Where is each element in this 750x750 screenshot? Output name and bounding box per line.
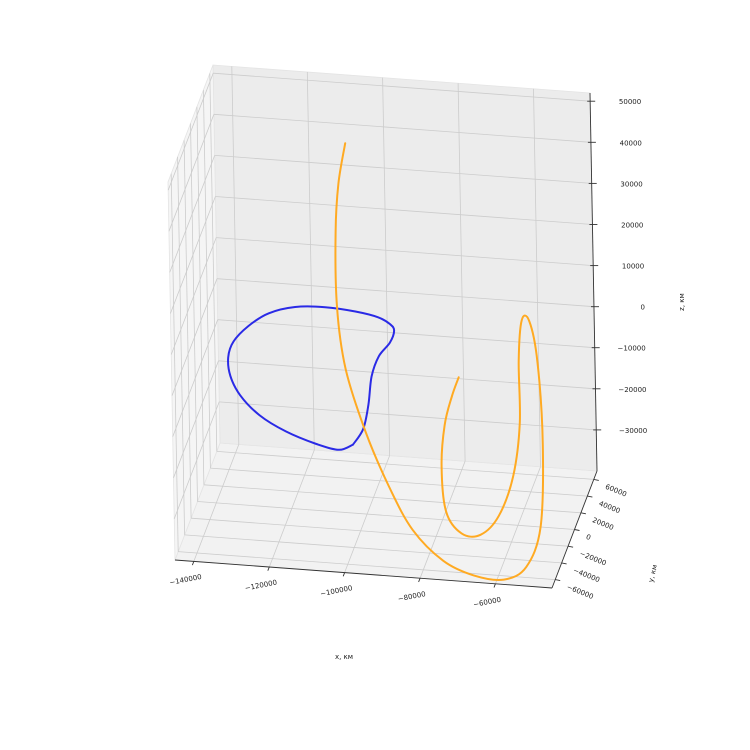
y-grid-line-floor [191, 517, 569, 547]
z-grid-line-back [216, 278, 595, 308]
y-grid-line-floor [178, 551, 556, 580]
z-tick-label: −20000 [618, 386, 646, 394]
z-grid-line-left [170, 237, 217, 355]
z-tick-label: −30000 [619, 427, 647, 435]
y-tick-label: 60000 [604, 483, 628, 499]
y-tick-mark [574, 529, 580, 531]
z-tick-label: 30000 [620, 180, 642, 188]
y-grid-line-left [190, 123, 198, 502]
x-tick-label: −140000 [169, 573, 203, 587]
z-grid-line-left [169, 155, 216, 273]
y-tick-label: 20000 [591, 516, 615, 532]
z-grid-line-left [168, 114, 215, 232]
z-grid-line-left [173, 360, 219, 478]
z-tick-label: 40000 [620, 139, 642, 147]
x-tick-label: −100000 [320, 584, 354, 598]
z-grid-line-back [217, 319, 595, 349]
z-tick-label: 0 [641, 304, 645, 312]
y-tick-label: 0 [585, 533, 592, 542]
x-axis-title: x, км [335, 653, 353, 661]
y-tick-label: −40000 [572, 566, 601, 584]
y-grid-line-floor [184, 534, 562, 564]
x-tick-mark [418, 578, 421, 583]
y-grid-line-floor [210, 467, 588, 497]
z-grid-line-back [214, 155, 592, 184]
grid-lines [167, 66, 597, 584]
y-grid-line-left [196, 106, 205, 485]
z-grid-line-left [167, 73, 214, 191]
z-grid-line-back [216, 237, 594, 266]
y-tick-label: −60000 [565, 583, 594, 601]
z-grid-line-back [213, 113, 591, 143]
y-grid-line-floor [216, 451, 594, 480]
x-tick-mark [493, 583, 496, 588]
y-grid-line-left [209, 73, 218, 452]
x-tick-mark [267, 566, 270, 571]
x-grid-line-back [231, 66, 240, 445]
y-tick-label: 40000 [598, 500, 622, 516]
x-tick-label: −120000 [244, 579, 278, 593]
y-grid-line-left [170, 173, 179, 552]
x-grid-line-back [306, 71, 315, 451]
x-tick-mark [342, 572, 346, 577]
y-grid-line-left [183, 140, 192, 519]
y-tick-mark [580, 512, 586, 515]
blue-orbit-line [227, 305, 396, 451]
z-grid-line-left [172, 319, 219, 437]
orange-trajectory-line [334, 142, 545, 581]
z-grid-line-left [170, 196, 216, 314]
y-grid-line-floor [203, 484, 581, 514]
x-tick-label: −60000 [473, 596, 502, 609]
z-grid-line-back [218, 360, 596, 390]
z-tick-label: −10000 [618, 345, 646, 353]
x-grid-line-back [533, 88, 541, 467]
y-grid-line-floor [197, 501, 575, 530]
data-series [227, 142, 545, 581]
y-grid-line-left [203, 90, 211, 469]
x-grid-line-back [457, 83, 466, 462]
x-tick-label: −80000 [397, 590, 426, 603]
z-tick-label: 50000 [619, 98, 641, 106]
y-tick-mark [568, 545, 574, 548]
x-grid-line-back [382, 77, 390, 456]
tick-marks [191, 100, 602, 588]
z-grid-line-back [219, 401, 597, 431]
z-tick-label: 20000 [621, 222, 643, 230]
z-grid-line-back [215, 196, 593, 225]
y-grid-line-left [177, 156, 185, 535]
x-tick-mark [191, 561, 195, 566]
z-grid-line-back [213, 72, 591, 102]
z-grid-line-left [171, 278, 218, 396]
x-axis-line [174, 559, 553, 589]
z-axis-title: z, км [678, 293, 686, 311]
z-tick-label: 10000 [622, 263, 644, 271]
z-axis-line [589, 92, 598, 472]
y-tick-label: −20000 [578, 550, 607, 568]
y-axis-title: y, км [647, 564, 659, 584]
z-grid-line-left [173, 401, 220, 520]
y-tick-mark [593, 478, 599, 481]
y-tick-mark [561, 562, 567, 565]
y-tick-mark [587, 495, 593, 498]
y-tick-mark [555, 579, 561, 582]
